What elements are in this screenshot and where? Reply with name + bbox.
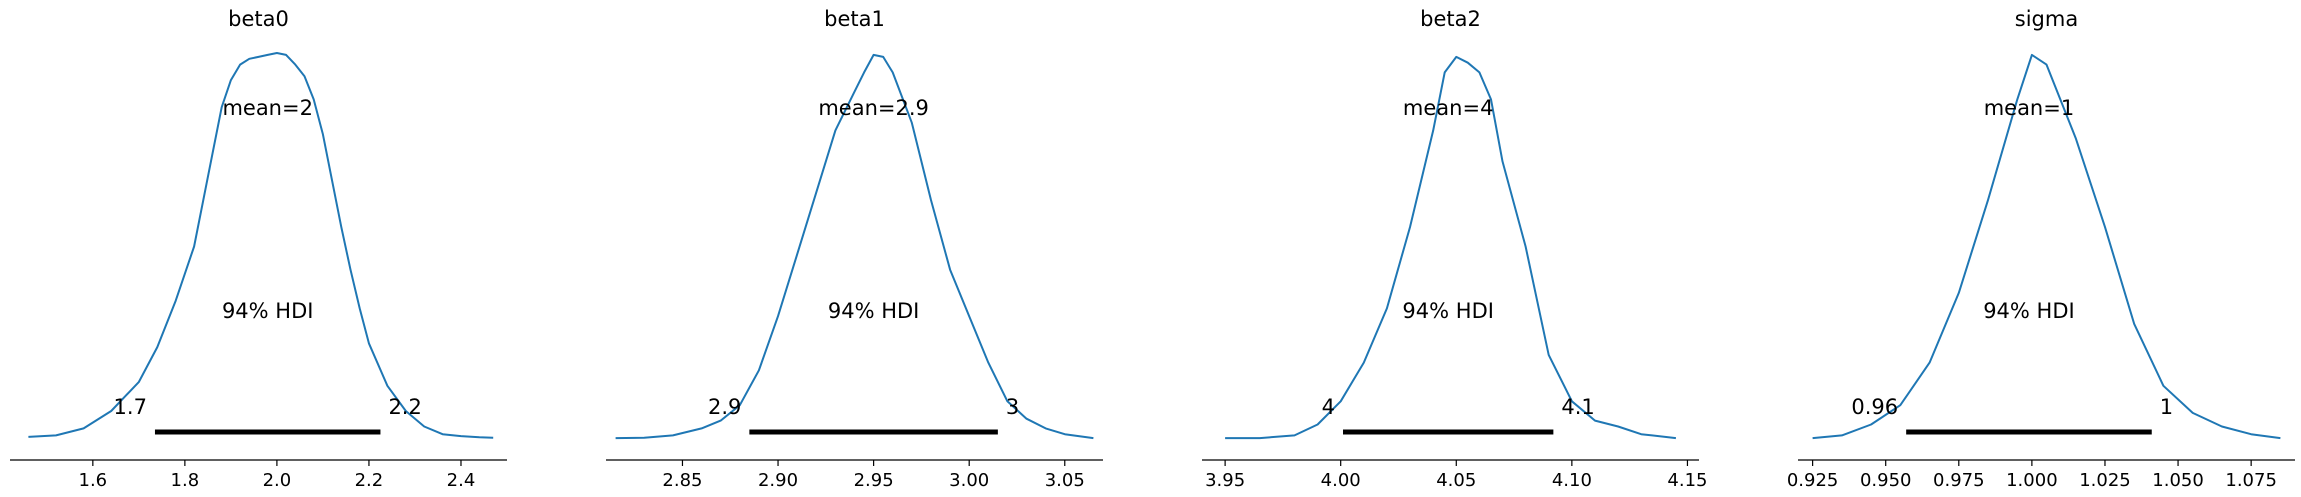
density-curve — [615, 53, 1094, 440]
x-tick-label: 2.85 — [662, 470, 702, 491]
x-tick-label: 2.0 — [263, 470, 292, 491]
panel-sigma: sigma mean=1 94% HDI 0.96 1 0.925 0.950 0.975 1.… — [1787, 7, 2295, 491]
x-tick-label: 1.050 — [2152, 470, 2204, 491]
panel-title: beta0 — [228, 7, 289, 31]
x-tick-label: 0.950 — [1860, 470, 1912, 491]
panel-title: beta1 — [824, 7, 885, 31]
x-tick-label: 0.975 — [1933, 470, 1985, 491]
hdi-label: 94% HDI — [1402, 299, 1494, 323]
hdi-label: 94% HDI — [222, 299, 314, 323]
x-tick-label: 2.95 — [854, 470, 894, 491]
hdi-label: 94% HDI — [1983, 299, 2075, 323]
mean-label: mean=1 — [1984, 96, 2075, 120]
x-tick-label: 4.10 — [1552, 470, 1592, 491]
x-tick-label: 3.95 — [1205, 470, 1245, 491]
x-tick-label: 1.025 — [2079, 470, 2131, 491]
x-tick-label: 4.00 — [1321, 470, 1361, 491]
hdi-low-label: 2.9 — [708, 395, 741, 419]
x-tick-label: 1.6 — [79, 470, 108, 491]
hdi-high-label: 4.1 — [1561, 395, 1594, 419]
x-tick-label: 1.000 — [2006, 470, 2058, 491]
x-tick-label: 2.90 — [758, 470, 798, 491]
mean-label: mean=4 — [1403, 96, 1494, 120]
panel-title: beta2 — [1420, 7, 1481, 31]
x-tick-label: 4.05 — [1436, 470, 1476, 491]
panel-beta0: beta0 mean=2 94% HDI 1.7 2.2 1.6 1.8 2.0 2.2 2.4 — [10, 7, 507, 491]
density-curve — [28, 52, 494, 439]
hdi-low-label: 0.96 — [1851, 395, 1898, 419]
x-tick-label: 0.925 — [1787, 470, 1839, 491]
mean-label: mean=2.9 — [818, 96, 929, 120]
hdi-high-label: 2.2 — [388, 395, 421, 419]
hdi-high-label: 1 — [2160, 395, 2173, 419]
panel-beta2: beta2 mean=4 94% HDI 4 4.1 3.95 4.00 4.05 4.10 4.… — [1202, 7, 1707, 491]
hdi-low-label: 1.7 — [114, 395, 147, 419]
x-tick-label: 2.4 — [447, 470, 476, 491]
hdi-label: 94% HDI — [828, 299, 920, 323]
x-tick-label: 2.2 — [355, 470, 384, 491]
density-curve — [1225, 55, 1677, 440]
x-tick-label: 3.00 — [949, 470, 989, 491]
hdi-low-label: 4 — [1322, 395, 1335, 419]
x-tick-label: 4.15 — [1667, 470, 1707, 491]
panel-beta1: beta1 mean=2.9 94% HDI 2.9 3 2.85 2.90 2.95 3.00… — [606, 7, 1103, 491]
panel-title: sigma — [2015, 7, 2078, 31]
x-tick-label: 3.05 — [1045, 470, 1085, 491]
x-tick-label: 1.8 — [171, 470, 200, 491]
density-curve — [1812, 53, 2281, 440]
mean-label: mean=2 — [222, 96, 313, 120]
x-tick-label: 1.075 — [2225, 470, 2277, 491]
hdi-high-label: 3 — [1006, 395, 1019, 419]
